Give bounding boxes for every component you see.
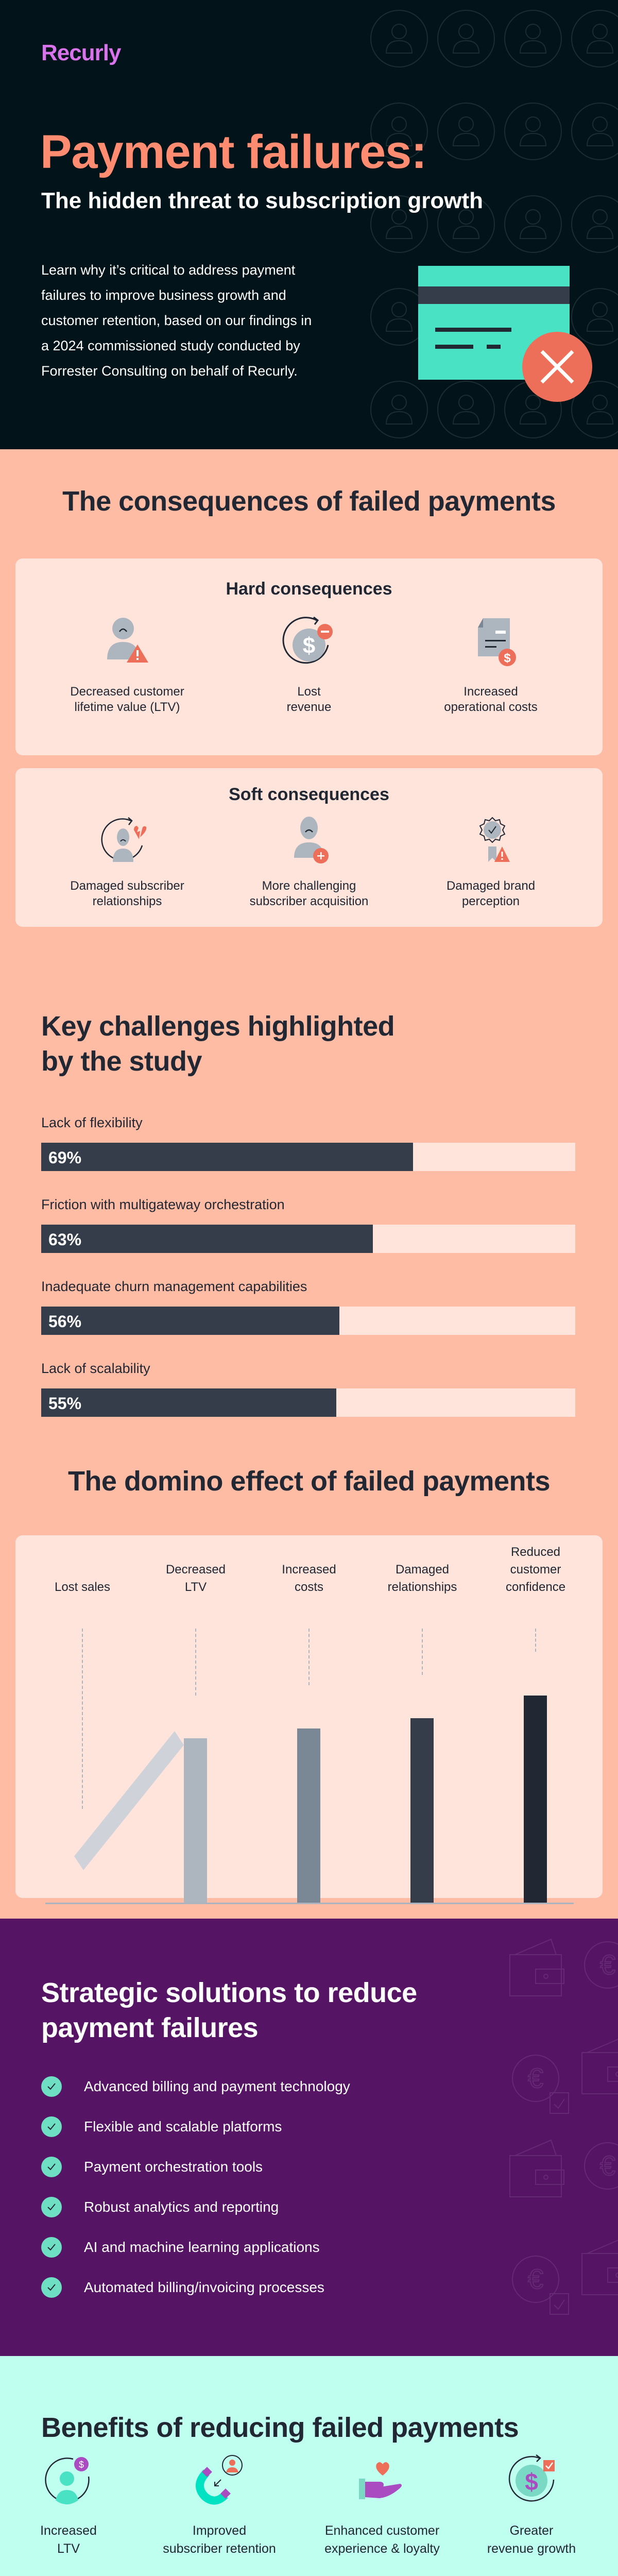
domino-bar-2: [184, 1738, 207, 1903]
solution-item: Automated billing/invoicing processes: [41, 2277, 324, 2298]
domino-guide-line: [535, 1629, 536, 1652]
sad-user-warning-icon: [107, 618, 148, 663]
dollar-minus-cycle-icon: $: [282, 616, 333, 664]
svg-text:$: $: [303, 633, 315, 658]
solution-item: Advanced billing and payment technology: [41, 2076, 350, 2097]
domino-guide-line: [82, 1629, 83, 1809]
domino-baseline: [45, 1903, 574, 1904]
hero-section: Recurly Payment failures: The hidden thr…: [0, 0, 618, 449]
benefit-item: $ Greater revenue growth: [454, 2454, 609, 2558]
recurly-logo[interactable]: Recurly: [41, 40, 121, 65]
user-dollar-icon: $: [45, 2457, 90, 2504]
badge-warning-icon: [479, 817, 510, 862]
domino-title: The domino effect of failed payments: [67, 1466, 551, 1497]
challenge-bar: 63%: [41, 1225, 575, 1253]
domino-bar-3: [297, 1728, 320, 1903]
challenge-bar-fill: 55%: [41, 1388, 337, 1417]
benefit-item: Enhanced customer experience & loyalty: [305, 2454, 459, 2558]
domino-card: Lost sales Decreased LTV Increased costs D…: [15, 1535, 603, 1904]
challenge-bar-fill: 63%: [41, 1225, 373, 1253]
domino-label: Reduced customer confidence: [505, 1545, 566, 1594]
benefit-label: Greater revenue growth: [487, 2523, 576, 2556]
consequence-item: Decreased customer lifetime value (LTV): [40, 615, 215, 715]
challenge-bar: 56%: [41, 1307, 575, 1335]
domino-guide-line: [308, 1629, 310, 1685]
strategic-solutions-section: € Strategic solutions to reduce payment …: [0, 1919, 618, 2356]
benefits-section: Benefits of reducing failed payments $ I…: [0, 2356, 618, 2576]
magnet-user-icon: [196, 2455, 243, 2505]
soft-consequences-card: Soft consequences Damaged subscriber rela…: [15, 768, 603, 927]
challenge-label: Lack of flexibility: [41, 1115, 143, 1130]
check-icon: [41, 2277, 62, 2298]
domino-guide-line: [195, 1629, 196, 1696]
domino-label: Lost sales: [54, 1580, 111, 1594]
hand-heart-icon: [359, 2462, 402, 2499]
consequence-label: Increased operational costs: [444, 685, 538, 714]
hero-description: Learn why it’s critical to address payme…: [41, 262, 312, 379]
challenge-bar-fill: 56%: [41, 1307, 339, 1335]
consequence-label: More challenging subscriber acquisition: [249, 879, 369, 908]
hard-consequences-card: Hard consequences Decreased customer life…: [15, 558, 603, 755]
failed-credit-card-icon: [418, 266, 592, 402]
domino-label: Damaged relationships: [387, 1563, 457, 1594]
domino-label: Increased costs: [282, 1563, 336, 1594]
benefit-item: $ Increased LTV: [0, 2454, 146, 2558]
strategic-title: Strategic solutions to reduce payment fa…: [41, 1977, 417, 2043]
consequence-label: Damaged subscriber relationships: [70, 879, 184, 908]
consequences-title: The consequences of failed payments: [62, 486, 556, 517]
consequence-item: Damaged brand perception: [403, 815, 578, 909]
domino-label: Decreased LTV: [165, 1563, 226, 1594]
hero-subtitle: The hidden threat to subscription growth: [41, 188, 483, 213]
domino-guide-line: [422, 1629, 423, 1675]
consequence-item: $ Increased operational costs: [403, 615, 578, 715]
check-icon: [41, 2237, 62, 2258]
consequence-label: Damaged brand perception: [446, 879, 536, 908]
challenge-bar: 69%: [41, 1143, 575, 1171]
challenge-bar: 55%: [41, 1388, 575, 1417]
benefit-item: Improved subscriber retention: [142, 2454, 297, 2558]
hero-title: Payment failures:: [40, 126, 427, 178]
hard-consequences-title: Hard consequences: [226, 579, 392, 599]
consequences-section: The consequences of failed payments Hard…: [0, 449, 618, 1919]
document-dollar-icon: $: [478, 618, 516, 666]
consequence-item: Damaged subscriber relationships: [40, 815, 215, 909]
soft-consequences-title: Soft consequences: [229, 785, 389, 804]
check-icon: [41, 2197, 62, 2217]
solution-item: Robust analytics and reporting: [41, 2197, 279, 2217]
check-icon: [41, 2076, 62, 2097]
benefit-label: Increased LTV: [40, 2523, 97, 2556]
challenge-label: Inadequate churn management capabilities: [41, 1279, 307, 1294]
challenge-bar-fill: 69%: [41, 1143, 413, 1171]
check-icon: [41, 2116, 62, 2137]
solution-item: Flexible and scalable platforms: [41, 2116, 282, 2137]
consequence-label: Decreased customer lifetime value (LTV): [70, 685, 184, 714]
svg-text:$: $: [504, 651, 511, 665]
domino-bar-4: [410, 1718, 434, 1903]
user-broken-heart-icon: [101, 817, 147, 862]
solution-item: Payment orchestration tools: [41, 2157, 263, 2177]
dollar-growth-check-icon: $: [508, 2454, 555, 2502]
check-icon: [41, 2157, 62, 2177]
sad-user-plus-icon: [294, 817, 329, 863]
challenge-label: Friction with multigateway orchestration: [41, 1197, 285, 1212]
solution-item: AI and machine learning applications: [41, 2237, 320, 2258]
consequence-label: Lost revenue: [286, 685, 332, 714]
benefit-label: Improved subscriber retention: [163, 2523, 276, 2556]
challenge-label: Lack of scalability: [41, 1361, 150, 1376]
svg-text:$: $: [79, 2460, 84, 2470]
consequence-item: More challenging subscriber acquisition: [221, 815, 397, 909]
challenges-title: Key challenges highlighted by the study: [41, 1011, 395, 1077]
domino-bar-5: [524, 1696, 547, 1903]
benefit-label: Enhanced customer experience & loyalty: [324, 2523, 440, 2556]
svg-text:$: $: [525, 2468, 538, 2495]
fallen-domino-icon: [74, 1731, 184, 1870]
consequence-item: $ Lost revenue: [221, 615, 397, 715]
benefits-title: Benefits of reducing failed payments: [41, 2412, 519, 2443]
